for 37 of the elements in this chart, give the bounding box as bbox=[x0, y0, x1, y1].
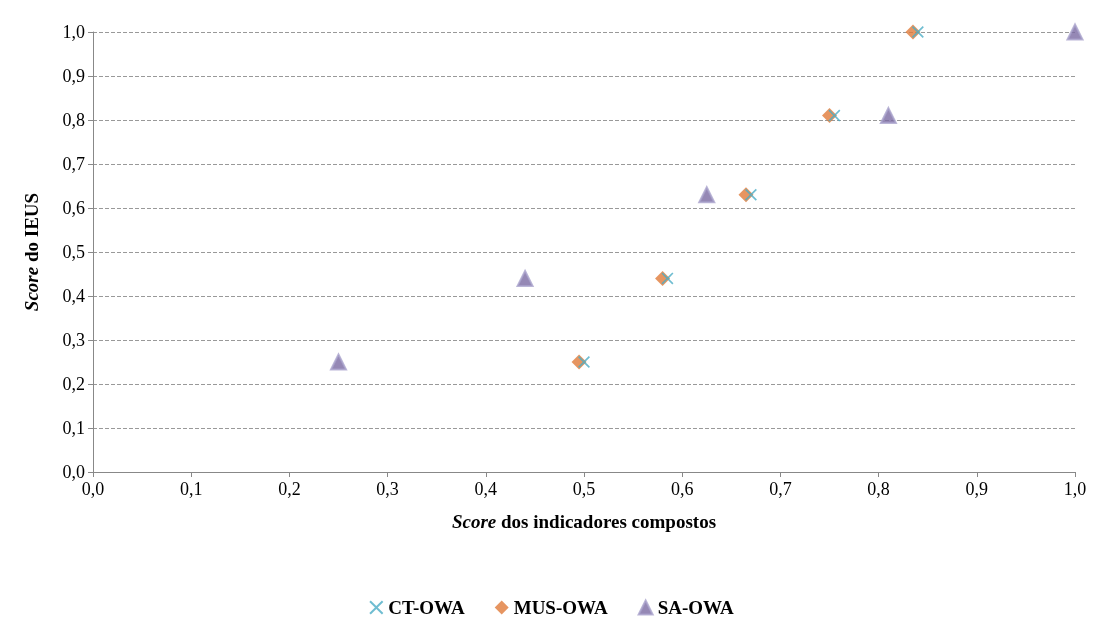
y-tick-label: 0,5 bbox=[62, 242, 85, 262]
x-tick-label: 0,2 bbox=[278, 479, 301, 499]
point bbox=[661, 272, 674, 285]
point bbox=[1066, 23, 1084, 41]
point bbox=[911, 26, 924, 38]
point bbox=[330, 353, 347, 371]
y-tick-label: 0,0 bbox=[62, 462, 85, 482]
y-axis-title: Score do IEUS bbox=[21, 192, 42, 312]
x-tick-label: 0,7 bbox=[769, 479, 792, 499]
y-tick-label: 0,7 bbox=[62, 154, 85, 174]
x-tick-label: 0,0 bbox=[81, 479, 105, 499]
x-tick-label: 0,1 bbox=[179, 479, 203, 499]
legend-label: SA-OWA bbox=[657, 597, 734, 618]
point bbox=[744, 188, 757, 201]
y-tick-label: 0,9 bbox=[62, 66, 85, 86]
y-tick-label: 0,8 bbox=[62, 110, 85, 130]
x-tick-label: 0,4 bbox=[474, 479, 498, 499]
x-axis-title: Score dos indicadores compostos bbox=[451, 511, 717, 532]
x-tick-label: 0,9 bbox=[965, 479, 989, 499]
point bbox=[698, 186, 716, 204]
point bbox=[879, 107, 897, 125]
legend-label: CT-OWA bbox=[388, 597, 465, 618]
point bbox=[828, 109, 841, 122]
point bbox=[578, 356, 590, 368]
y-tick-label: 0,2 bbox=[62, 374, 85, 394]
x-tick-label: 0,5 bbox=[572, 479, 596, 499]
y-tick-label: 0,1 bbox=[62, 418, 85, 438]
x-tick-label: 1,0 bbox=[1063, 479, 1087, 499]
y-tick-label: 0,3 bbox=[62, 330, 85, 350]
y-tick-label: 1,0 bbox=[62, 22, 85, 42]
x-tick-label: 0,8 bbox=[867, 479, 890, 499]
x-tick-label: 0,6 bbox=[670, 479, 694, 499]
x-tick-label: 0,3 bbox=[376, 479, 399, 499]
y-tick-label: 0,4 bbox=[62, 286, 85, 306]
legend-label: MUS-OWA bbox=[513, 597, 608, 618]
y-tick-label: 0,6 bbox=[62, 198, 85, 218]
point bbox=[516, 269, 534, 287]
